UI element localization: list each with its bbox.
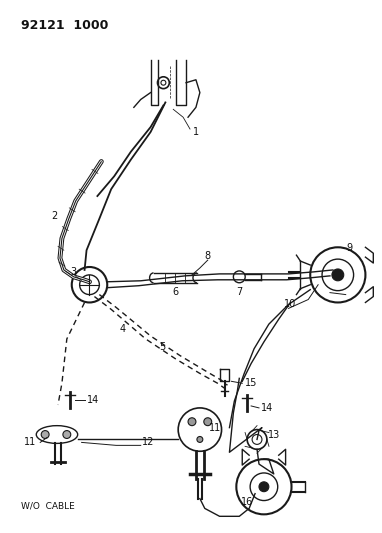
Text: 11: 11 [209, 423, 221, 433]
Text: 92121  1000: 92121 1000 [21, 19, 108, 32]
Circle shape [197, 437, 203, 442]
Circle shape [310, 247, 366, 302]
Text: 10: 10 [285, 300, 297, 310]
Circle shape [178, 408, 222, 451]
Text: 15: 15 [245, 378, 257, 388]
Text: 8: 8 [205, 251, 211, 261]
Circle shape [204, 418, 212, 426]
Circle shape [72, 267, 107, 302]
Text: 4: 4 [120, 324, 126, 334]
Text: 13: 13 [268, 430, 280, 440]
Circle shape [259, 482, 269, 491]
Text: 7: 7 [236, 287, 243, 297]
Text: 9: 9 [346, 243, 353, 253]
Circle shape [332, 269, 344, 281]
Text: 1: 1 [193, 127, 199, 137]
Text: 3: 3 [71, 267, 77, 277]
Circle shape [188, 418, 196, 426]
Circle shape [236, 459, 291, 514]
Text: 16: 16 [241, 497, 253, 506]
Text: W/O  CABLE: W/O CABLE [21, 502, 74, 511]
Text: 14: 14 [261, 403, 273, 413]
Text: 5: 5 [159, 342, 165, 352]
Ellipse shape [36, 426, 78, 443]
Circle shape [247, 430, 267, 449]
Circle shape [233, 271, 245, 283]
Text: 2: 2 [51, 211, 57, 221]
Circle shape [63, 431, 71, 439]
Text: 11: 11 [24, 438, 37, 447]
Circle shape [41, 431, 49, 439]
Text: 14: 14 [87, 395, 100, 405]
Text: 6: 6 [172, 287, 178, 297]
Text: 12: 12 [142, 438, 155, 447]
